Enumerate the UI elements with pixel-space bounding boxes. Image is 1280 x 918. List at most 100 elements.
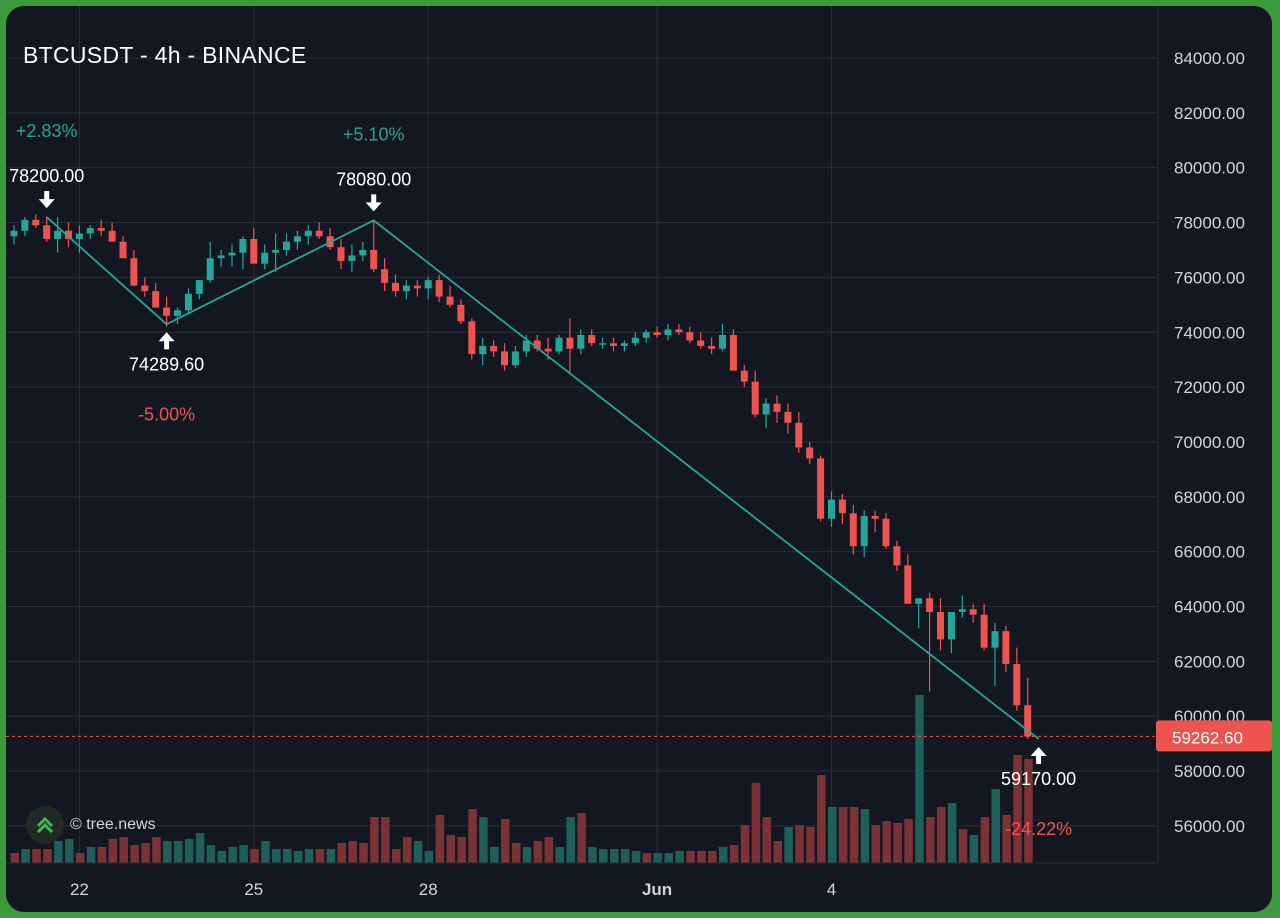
candle (817, 455, 825, 522)
volume-bar (239, 845, 248, 863)
candle-body (773, 403, 781, 412)
candle-body (708, 345, 716, 349)
candle (392, 274, 399, 297)
candle-body (991, 631, 999, 648)
candle (588, 329, 596, 346)
candle (610, 337, 617, 352)
candle (773, 395, 781, 423)
candle (566, 318, 574, 374)
volume-bar (195, 833, 205, 863)
volume-bar (272, 849, 281, 863)
candle-body (272, 249, 280, 253)
candle-body (686, 332, 694, 341)
candlestick-chart[interactable]: 78200.00 +2.83% 74289.60 -5.00% 78080.00 +5.1… (6, 6, 1272, 912)
volume-bar (446, 835, 455, 863)
pivot-price-label: 78080.00 (336, 169, 411, 189)
arrow-up-icon (1030, 746, 1047, 764)
candle-body (359, 249, 367, 256)
candle-body (642, 332, 650, 338)
volume-bar (1002, 815, 1011, 863)
candle-body (838, 499, 846, 514)
volume-bar (599, 849, 608, 863)
candle (784, 403, 792, 434)
volume-bar (871, 825, 881, 863)
pivot-price-label: 59170.00 (1001, 769, 1076, 789)
candle-body (1013, 664, 1021, 706)
y-tick-label: 68000.00 (1174, 488, 1245, 507)
candle (130, 249, 138, 286)
volume-bar (991, 789, 1000, 863)
candle-body (75, 233, 83, 240)
candle (479, 337, 487, 366)
volume-bar (490, 847, 499, 863)
candle-body (947, 611, 955, 640)
arrow-head (365, 202, 382, 212)
chart-title: BTCUSDT - 4h - BINANCE (23, 42, 307, 68)
candle-body (86, 228, 94, 234)
candle-body (97, 228, 105, 231)
candle (849, 505, 857, 555)
candle (75, 225, 83, 253)
candle-body (206, 258, 214, 281)
pivot-change-label: -5.00% (138, 404, 195, 424)
candle-body (217, 255, 225, 259)
candle (915, 598, 923, 629)
candle-body (577, 334, 585, 349)
candle (882, 513, 890, 549)
volume-bar (119, 837, 128, 863)
candle (326, 228, 334, 250)
volume-bar (762, 817, 772, 863)
volume-bar (740, 825, 750, 863)
candle-body (795, 422, 803, 448)
volume-bar (228, 847, 237, 863)
candle-body (719, 334, 726, 349)
volume-bar (435, 815, 445, 863)
candle (435, 274, 443, 303)
volume-bar (86, 847, 96, 863)
candle-body (501, 351, 508, 366)
candle-body (860, 515, 868, 547)
volume-bar (980, 817, 990, 863)
volume-bar (511, 843, 521, 863)
candle (348, 244, 356, 272)
volume-bar (206, 845, 216, 863)
candle (468, 318, 476, 360)
candle (555, 334, 563, 355)
arrow-down-icon (365, 194, 382, 212)
volume-bar (642, 853, 652, 863)
candle (250, 228, 258, 264)
candle (141, 277, 149, 297)
volume-bar (751, 783, 761, 863)
candle-body (141, 285, 149, 292)
candle (381, 258, 389, 292)
volume-bar (828, 807, 837, 863)
volume-series (10, 695, 1033, 863)
candle (86, 225, 94, 240)
candle-body (871, 515, 879, 519)
candle-body (413, 285, 421, 289)
volume-bar (479, 817, 488, 863)
candle (195, 280, 203, 300)
y-tick-label: 70000.00 (1174, 433, 1245, 452)
candle (217, 249, 225, 267)
arrow-up-icon (158, 332, 175, 350)
volume-bar (184, 839, 194, 863)
volume-bar (348, 841, 357, 863)
candle-body (228, 252, 236, 256)
candle (283, 233, 290, 256)
volume-bar (413, 841, 423, 863)
volume-bar (32, 849, 41, 863)
volume-bar (697, 851, 706, 863)
volume-bar (65, 839, 74, 863)
candle (32, 214, 40, 229)
volume-bar (250, 849, 259, 863)
volume-bar (904, 819, 913, 863)
y-tick-label: 58000.00 (1174, 762, 1245, 781)
candle (239, 236, 247, 270)
candle-body (522, 340, 530, 352)
candle (631, 332, 639, 346)
candle-body (882, 518, 890, 547)
x-tick-label: 4 (827, 880, 836, 899)
candle (293, 230, 301, 250)
volume-bar (719, 847, 728, 863)
